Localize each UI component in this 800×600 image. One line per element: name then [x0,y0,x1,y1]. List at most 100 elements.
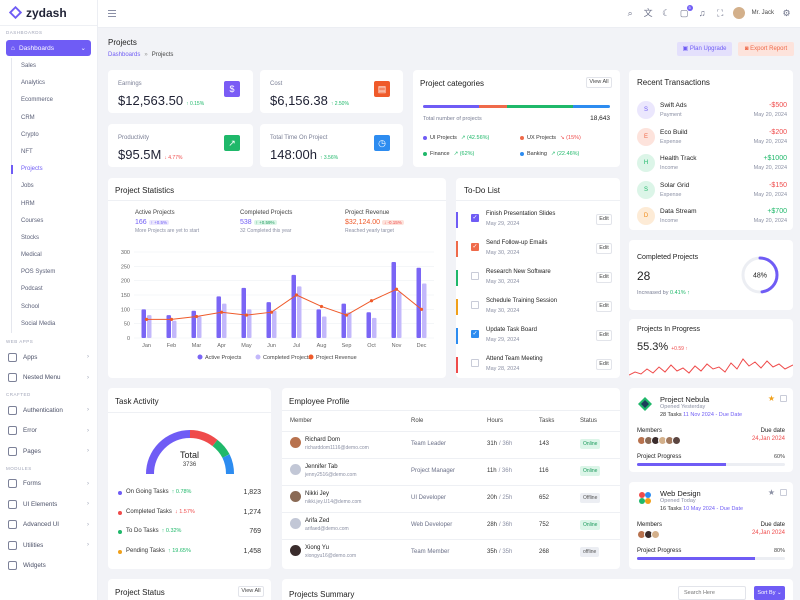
nav-advanced-ui-label: Advanced UI [23,521,60,529]
plan-upgrade-button[interactable]: ▣ Plan Upgrade [677,42,732,56]
menu-toggle-icon[interactable] [108,10,116,19]
todo-checkbox[interactable]: ✓ [471,330,479,338]
projects-search-input[interactable] [678,586,746,600]
bell-icon[interactable]: ♫ [698,7,706,18]
user-avatar[interactable] [732,7,745,19]
task-label: To Do Tasks [126,528,159,534]
completed-card-increase-label: Increased by [637,290,669,296]
sidebar-item-crypto[interactable]: Crypto [21,131,39,138]
revenue-point [369,299,374,303]
employee-hours: 31h [487,441,498,447]
todo-checkbox[interactable] [471,272,479,280]
todo-edit-button[interactable]: Edit [596,272,612,283]
nav-error[interactable]: Error › [0,421,97,442]
nav-utilities[interactable]: Utilities › [0,535,97,556]
todo-edit-button[interactable]: Edit [596,243,612,254]
transaction-row[interactable]: H Health Track Income +$1000 May 20, 2024 [637,154,787,174]
layers-icon [8,373,17,383]
user-name[interactable]: Mr. Jack [751,10,774,16]
table-row[interactable]: Richard Dom richarddom1116@demo.com Team L… [282,431,620,458]
table-row[interactable]: Xiong Yu xiongyu16@demo.com Team Member 35h… [282,539,620,566]
cart-icon[interactable]: ▢ 5 [679,4,693,18]
sidebar-item-projects[interactable]: Projects [11,161,97,178]
transaction-row[interactable]: D Data Stream Income +$700 May 20, 2024 [637,207,787,227]
nav-nested-menu[interactable]: Nested Menu › [0,368,97,389]
sidebar-item-jobs[interactable]: Jobs [21,183,34,190]
category-name: UI Projects [430,135,457,141]
sidebar-item-stocks[interactable]: Stocks [21,234,40,241]
web-design-name[interactable]: Web Design [660,489,701,498]
project-categories-card: Project categories View All Total number… [413,70,620,167]
todo-checkbox[interactable]: ✓ [471,243,479,251]
moon-icon[interactable]: ☾ [662,7,671,18]
nav-widgets-label: Widgets [23,562,46,570]
todo-edit-button[interactable]: Edit [596,359,612,370]
employee-role: Project Manager [411,468,456,474]
search-icon[interactable]: ⌕ [627,7,633,18]
sidebar-item-sales[interactable]: Sales [21,63,37,69]
web-design-checkbox[interactable] [780,489,787,496]
categories-view-all-button[interactable]: View All [586,77,612,88]
export-report-button[interactable]: ◙ Export Report [738,42,794,56]
todo-checkbox[interactable] [471,301,479,309]
transaction-row[interactable]: E Eco Build Expense -$200 May 20, 2024 [637,127,787,148]
gear-icon[interactable]: ⚙ [782,7,791,18]
transaction-amount: -$150 [769,181,787,189]
todo-checkbox[interactable]: ✓ [471,214,479,222]
page-title: Projects [108,38,137,47]
sidebar-item-podcast[interactable]: Podcast [21,286,43,293]
nebula-checkbox[interactable] [780,395,787,402]
sidebar-item-social-media[interactable]: Social Media [21,320,56,327]
sort-by-button[interactable]: Sort By ⌄ [754,586,785,600]
table-row[interactable]: Jennifer Tab jenny2516@demo.com Project Ma… [282,458,620,485]
todo-edit-button[interactable]: Edit [596,301,612,312]
transaction-row[interactable]: S Swift Ads Payment -$500 May 20, 2024 [637,101,787,121]
table-row[interactable]: Arifa Zed arifaed@demo.com Web Developer 28… [282,512,620,539]
web-design-opened: Opened Today [660,498,696,504]
sidebar-item-analytics[interactable]: Analytics [21,80,46,87]
nav-pages[interactable]: Pages › [0,441,97,462]
project-statistics-title: Project Statistics [115,186,175,195]
nav-apps[interactable]: Apps › [0,347,97,368]
sidebar-item-ecommerce[interactable]: Ecommerce [21,97,54,104]
chevron-right-icon: › [87,354,89,361]
sidebar-item-medical[interactable]: Medical [21,252,42,259]
todo-checkbox[interactable] [471,359,479,367]
logo[interactable]: zydash [0,0,97,26]
star-icon[interactable]: ★ [767,394,775,403]
nav-forms[interactable]: Forms › [0,474,97,495]
breadcrumb-root[interactable]: Dashboards [108,52,141,58]
nav-dashboards[interactable]: ⌂ Dashboards ⌄ [6,40,91,56]
sidebar-item-crm[interactable]: CRM [21,114,35,121]
recent-transactions-title: Recent Transactions [637,78,710,87]
sidebar-item-nft[interactable]: NFT [21,148,33,155]
chevron-right-icon: › [87,542,89,549]
nebula-name[interactable]: Project Nebula [660,395,710,404]
star-outline-icon[interactable]: ★ [767,488,775,497]
export-report-label: Export Report [750,46,788,52]
sidebar-item-pos-system[interactable]: POS System [21,269,56,276]
nav-widgets[interactable]: Widgets [0,556,97,577]
layout-icon [8,520,17,530]
bar-active-projects [241,287,246,338]
nav-advanced-ui[interactable]: Advanced UI › [0,515,97,536]
productivity-change: ↓ 4.77% [164,155,183,161]
todo-edit-button[interactable]: Edit [596,330,612,341]
task-value: 769 [249,528,261,535]
bar-completed-projects [272,310,277,338]
translate-icon[interactable]: 文 [643,7,653,18]
sidebar-item-school[interactable]: School [21,303,40,310]
fullscreen-icon[interactable]: ⛶ [717,7,724,18]
project-status-view-all-button[interactable]: View All [238,586,264,597]
nav-authentication[interactable]: Authentication › [0,400,97,421]
sidebar-item-hrm[interactable]: HRM [21,200,35,207]
task-dot [118,530,122,534]
sidebar-item-courses[interactable]: Courses [21,217,44,224]
category-legend-item: Banking ↗ (22.46%) [520,151,579,157]
todo-item: Attend Team Meeting May 28, 2024 Edit [456,351,619,380]
chart-legend-label: Completed Projects [263,355,311,361]
nav-ui-elements[interactable]: UI Elements › [0,494,97,515]
transaction-row[interactable]: S Solar Grid Expense -$150 May 20, 2024 [637,180,787,201]
todo-edit-button[interactable]: Edit [596,214,612,225]
table-row[interactable]: Nikki Jey nikki.jey.U14@demo.com UI Develo… [282,485,620,512]
